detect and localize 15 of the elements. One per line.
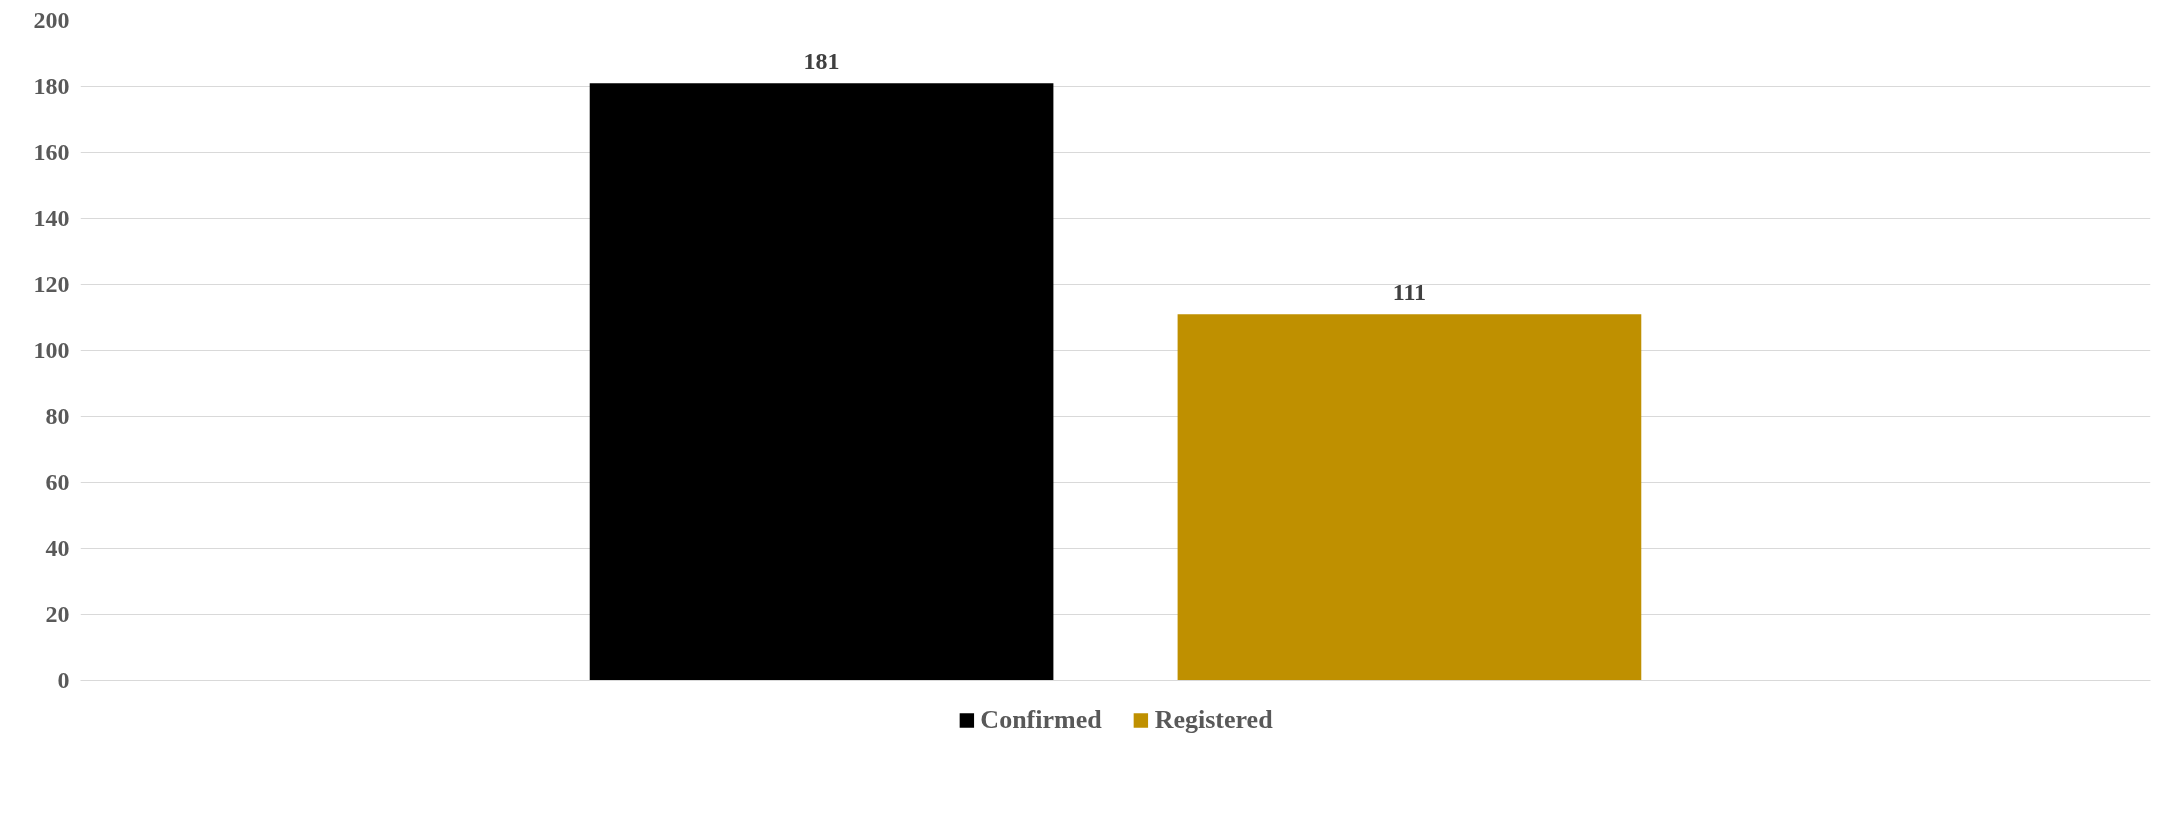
legend-label: Confirmed — [980, 705, 1102, 735]
y-tick-label: 140 — [33, 205, 70, 231]
y-tick-label: 0 — [57, 667, 70, 693]
y-tick-label: 160 — [33, 139, 70, 165]
y-tick-label: 180 — [33, 73, 70, 99]
y-tick-label: 40 — [45, 535, 70, 561]
legend-label: Registered — [1154, 705, 1273, 735]
y-tick-label: 60 — [45, 469, 70, 495]
data-label: 111 — [1392, 279, 1427, 306]
y-tick-label: 80 — [45, 403, 70, 429]
data-label: 181 — [803, 48, 840, 75]
y-tick-label: 200 — [33, 7, 70, 33]
y-tick-label: 20 — [45, 601, 70, 627]
y-tick-label: 120 — [33, 271, 70, 297]
y-tick-label: 100 — [33, 337, 70, 363]
